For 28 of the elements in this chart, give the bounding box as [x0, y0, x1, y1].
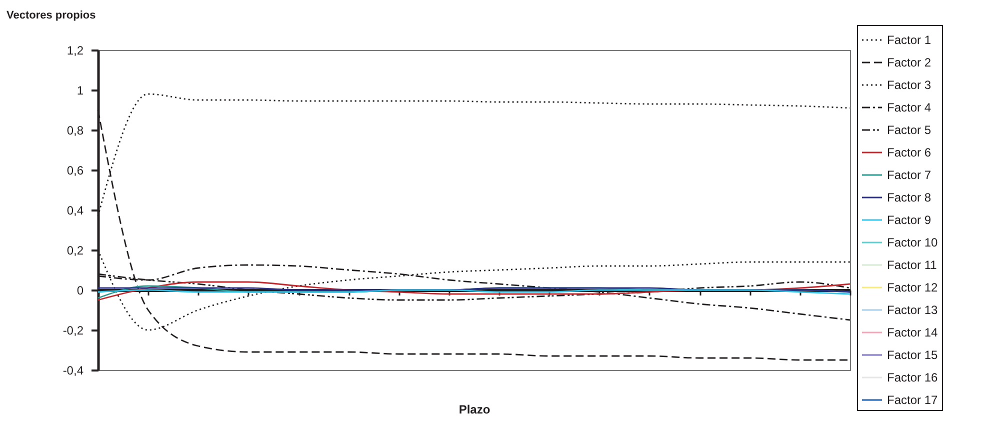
y-tick-label: 0,8 [66, 124, 84, 138]
legend-label: Factor 7 [887, 168, 932, 182]
legend-label: Factor 17 [887, 393, 938, 407]
y-tick-label: 0,4 [66, 204, 84, 218]
y-tick-label: 0,2 [66, 244, 84, 258]
x-axis-title: Plazo [458, 402, 490, 416]
legend-label: Factor 12 [887, 280, 938, 294]
legend-label: Factor 1 [887, 33, 932, 47]
legend-label: Factor 11 [887, 258, 938, 272]
legend-label: Factor 13 [887, 303, 938, 317]
y-tick-label: 0 [76, 284, 84, 298]
legend-label: Factor 15 [887, 348, 938, 362]
legend-label: Factor 3 [887, 78, 932, 92]
legend-label: Factor 16 [887, 370, 938, 384]
y-tick-label: 1,2 [66, 44, 84, 58]
y-tick-label: -0,2 [62, 324, 84, 338]
legend-label: Factor 9 [887, 213, 932, 227]
legend-label: Factor 4 [887, 100, 932, 114]
legend-label: Factor 2 [887, 56, 932, 70]
y-tick-label: 1 [76, 84, 84, 98]
legend-label: Factor 14 [887, 326, 938, 340]
legend-label: Factor 8 [887, 190, 932, 204]
legend-label: Factor 6 [887, 146, 932, 160]
legend-label: Factor 5 [887, 123, 932, 137]
y-axis-title: Vectores propios [6, 10, 96, 22]
y-tick-label: 0,6 [66, 164, 84, 178]
legend-label: Factor 10 [887, 236, 938, 250]
y-tick-label: -0,4 [62, 364, 84, 378]
